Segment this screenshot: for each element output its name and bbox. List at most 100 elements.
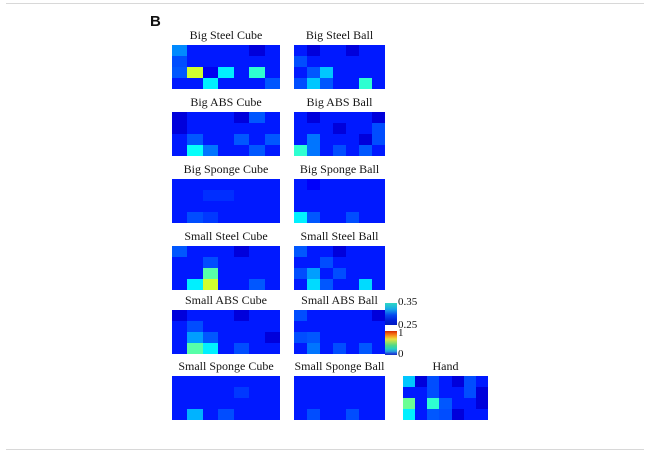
heatmap-cell (403, 376, 416, 387)
heatmap-cell (463, 398, 476, 409)
heatmap-cell (320, 179, 333, 190)
heatmap-cell (346, 212, 359, 223)
heatmap-title: Big ABS Ball (306, 95, 373, 109)
heatmap-cell (333, 409, 346, 420)
heatmap-title: Big Steel Cube (189, 28, 263, 42)
heatmap-cell (320, 201, 333, 212)
heatmap-cell (307, 112, 320, 123)
heatmap-cell (333, 190, 346, 201)
heatmap-cell (264, 67, 280, 78)
heatmap-cell (233, 332, 250, 343)
heatmap-cell (233, 409, 250, 420)
heatmap-cell (233, 257, 250, 268)
heatmap-cell (372, 78, 385, 89)
heatmap-cell (320, 376, 333, 387)
heatmap-cell (264, 190, 280, 201)
heatmap-cell (372, 332, 385, 343)
heatmap-cell (372, 145, 385, 156)
heatmap-cell (307, 332, 320, 343)
heatmap-cell (202, 343, 219, 354)
heatmap-cell (294, 409, 307, 420)
heatmap-cell (202, 279, 219, 290)
heatmap-cell (294, 78, 307, 89)
heatmap-cell (202, 321, 219, 332)
heatmap-cell (187, 279, 203, 290)
heatmap-cell (172, 332, 188, 343)
heatmap-cell (359, 112, 372, 123)
heatmap-cell (218, 123, 234, 134)
heatmap-cell (307, 134, 320, 145)
heatmap-cell (451, 398, 464, 409)
heatmap-cell (333, 145, 346, 156)
heatmap-cell (218, 112, 234, 123)
heatmap-cell (333, 268, 346, 279)
heatmap-title: Small Sponge Ball (294, 359, 385, 373)
colorbar-label-0: 0 (398, 348, 404, 360)
colorbar-upper-segment (385, 303, 397, 325)
heatmap-cell (307, 45, 320, 56)
heatmap-cell (264, 343, 280, 354)
heatmap-cell (233, 67, 250, 78)
heatmap-title: Big Sponge Cube (183, 162, 269, 176)
heatmap-cell (202, 268, 219, 279)
heatmap-cell (307, 376, 320, 387)
heatmap-cell (264, 332, 280, 343)
heatmap-cell (427, 376, 440, 387)
heatmap-cell (202, 212, 219, 223)
heatmap-cell (187, 343, 203, 354)
heatmap-cell (264, 387, 280, 398)
heatmap-title: Small Sponge Cube (178, 359, 274, 373)
heatmap-cell (346, 112, 359, 123)
heatmap-cell (172, 190, 188, 201)
heatmap-cell (359, 78, 372, 89)
heatmap-cell (233, 190, 250, 201)
heatmap-cell (187, 387, 203, 398)
heatmap-cell (346, 343, 359, 354)
heatmap-cell (307, 279, 320, 290)
heatmap-cell (415, 409, 428, 420)
heatmap-cell (249, 112, 265, 123)
heatmap-cell (294, 376, 307, 387)
heatmap-cell (187, 179, 203, 190)
heatmap-big-sponge-ball: Big Sponge Ball (294, 162, 385, 223)
heatmap-cell (359, 45, 372, 56)
heatmap-cell (320, 409, 333, 420)
heatmap-big-abs-ball: Big ABS Ball (294, 95, 385, 156)
heatmap-cell (372, 343, 385, 354)
colorbar-lower-segment (385, 331, 397, 355)
colorbar-label-0-25: 0.25 (398, 319, 418, 331)
heatmap-cell (294, 398, 307, 409)
heatmap-cell (439, 398, 452, 409)
heatmap-cell (294, 246, 307, 257)
heatmap-cell (439, 387, 452, 398)
heatmap-cell (187, 201, 203, 212)
heatmap-cell (172, 67, 188, 78)
heatmap-cell (359, 56, 372, 67)
heatmap-cell (249, 257, 265, 268)
heatmap-cell (320, 112, 333, 123)
heatmap-cell (172, 123, 188, 134)
heatmap-cell (294, 112, 307, 123)
heatmap-cell (475, 387, 488, 398)
heatmap-cell (172, 387, 188, 398)
heatmap-cell (249, 246, 265, 257)
heatmap-cell (307, 123, 320, 134)
heatmap-cell (172, 257, 188, 268)
heatmap-cell (333, 387, 346, 398)
heatmap-cell (202, 56, 219, 67)
heatmap-cell (307, 257, 320, 268)
heatmap-cell (233, 145, 250, 156)
heatmap-cell (249, 190, 265, 201)
heatmap-cell (346, 321, 359, 332)
heatmap-cell (249, 387, 265, 398)
heatmap-cell (451, 376, 464, 387)
heatmap-cell (172, 212, 188, 223)
heatmap-cell (333, 201, 346, 212)
heatmap-cell (320, 387, 333, 398)
heatmap-cell (359, 343, 372, 354)
heatmap-cell (294, 179, 307, 190)
heatmap-cell (264, 112, 280, 123)
heatmap-cell (264, 45, 280, 56)
heatmap-cell (333, 279, 346, 290)
